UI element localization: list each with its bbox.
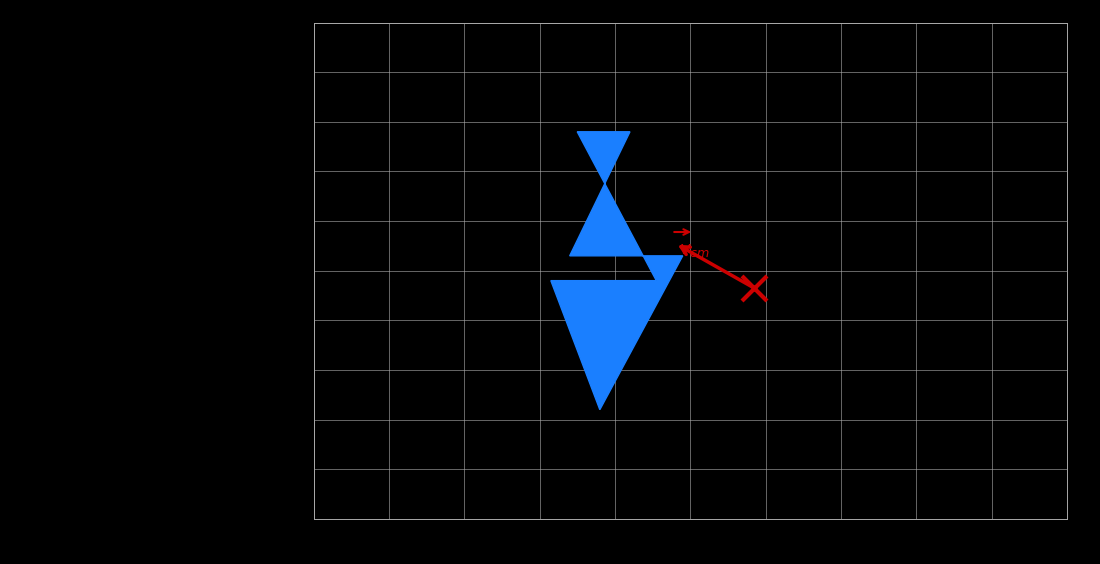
Text: $v_{cm}$: $v_{cm}$ bbox=[679, 241, 710, 259]
Polygon shape bbox=[551, 132, 683, 409]
